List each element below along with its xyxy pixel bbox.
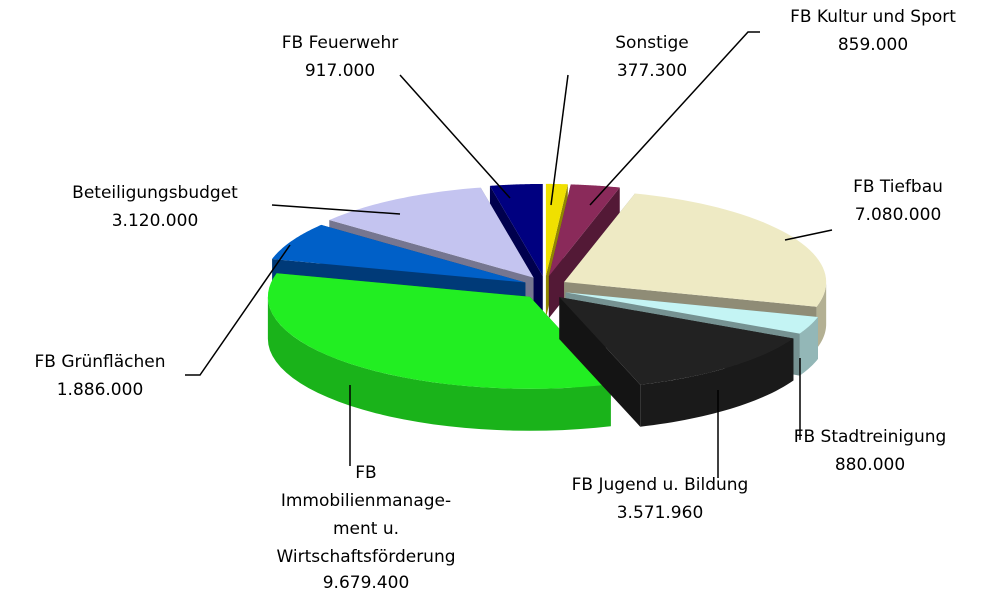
value-label: 7.080.000 [855, 205, 942, 225]
value-label: 377.300 [617, 61, 687, 81]
slice-top [548, 184, 620, 277]
leader-line [271, 204, 401, 215]
category-label: Beteiligungsbudget [72, 183, 238, 203]
slice [559, 297, 794, 427]
slice-top [329, 187, 534, 278]
value-label: 3.571.960 [617, 503, 704, 523]
slice-top [272, 224, 526, 283]
slice [267, 273, 611, 431]
value-label: 917.000 [305, 61, 375, 81]
category-label: Sonstige [615, 33, 688, 53]
leader-line [185, 244, 291, 376]
value-label: 9.679.400 [323, 573, 410, 593]
slice-top [559, 297, 794, 385]
slice-side [559, 297, 641, 427]
category-label: FB Kultur und Sport [790, 7, 956, 27]
value-label: 859.000 [838, 35, 908, 55]
slice-top [565, 292, 818, 334]
leader-line [399, 74, 511, 199]
slice-top [564, 193, 827, 307]
slice-top [545, 183, 568, 276]
leader-line [589, 31, 760, 206]
value-label: 3.120.000 [112, 211, 199, 231]
slice-wall [267, 296, 611, 431]
category-label: FB Tiefbau [853, 177, 943, 197]
slice-wall [799, 316, 818, 376]
slice-top [489, 183, 543, 276]
category-label: FB Grünflächen [34, 352, 165, 372]
leader-line [550, 74, 569, 206]
category-label: FB Stadtreinigung [794, 427, 947, 447]
category-label: FB Feuerwehr [282, 33, 399, 53]
category-label: FB Immobilienmanage-ment u. Wirtschaftsför… [276, 463, 455, 567]
category-label: FB Jugend u. Bildung [572, 475, 749, 495]
value-label: 1.886.000 [57, 380, 144, 400]
leader-line [784, 229, 833, 241]
slice-top [267, 273, 611, 389]
value-label: 880.000 [835, 455, 905, 475]
slice-wall [640, 338, 794, 427]
slice-wall [816, 282, 827, 349]
